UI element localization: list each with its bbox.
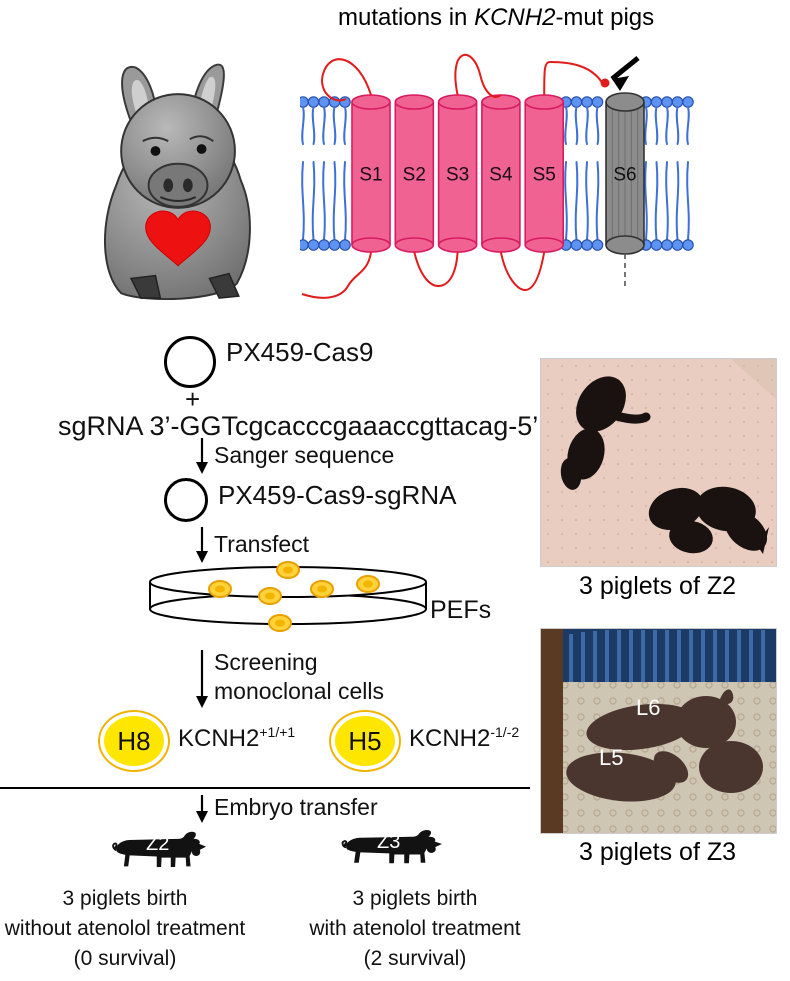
svg-text:Sanger sequence: Sanger sequence xyxy=(214,442,394,468)
svg-text:monoclonal cells: monoclonal cells xyxy=(214,678,384,704)
svg-text:Transfect: Transfect xyxy=(214,531,310,557)
svg-text:S6: S6 xyxy=(613,165,636,186)
svg-text:L5: L5 xyxy=(599,745,623,770)
svg-text:S5: S5 xyxy=(533,165,556,186)
svg-text:Screening: Screening xyxy=(214,649,318,675)
svg-text:L6: L6 xyxy=(636,695,660,720)
